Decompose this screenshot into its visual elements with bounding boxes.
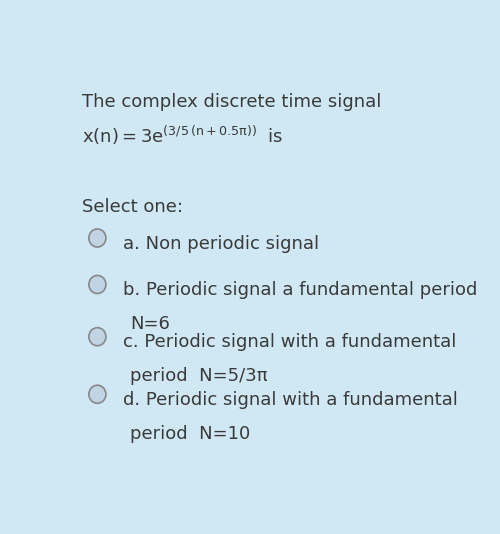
Text: Select one:: Select one: bbox=[82, 198, 183, 216]
Circle shape bbox=[89, 385, 106, 403]
Text: period  N=5/3π: period N=5/3π bbox=[130, 367, 268, 385]
Text: c. Periodic signal with a fundamental: c. Periodic signal with a fundamental bbox=[122, 333, 456, 351]
Circle shape bbox=[89, 229, 106, 247]
Text: b. Periodic signal a fundamental period: b. Periodic signal a fundamental period bbox=[122, 281, 477, 299]
Text: $\mathrm{x(n)=3e^{(3/5\,(n+0.5\pi))}}$  is: $\mathrm{x(n)=3e^{(3/5\,(n+0.5\pi))}}$ i… bbox=[82, 124, 283, 147]
Text: period  N=10: period N=10 bbox=[130, 425, 250, 443]
Text: d. Periodic signal with a fundamental: d. Periodic signal with a fundamental bbox=[122, 391, 458, 409]
Text: a. Non periodic signal: a. Non periodic signal bbox=[122, 235, 318, 253]
Text: N=6: N=6 bbox=[130, 315, 170, 333]
Circle shape bbox=[89, 276, 106, 294]
Circle shape bbox=[89, 328, 106, 345]
Text: The complex discrete time signal: The complex discrete time signal bbox=[82, 93, 382, 111]
